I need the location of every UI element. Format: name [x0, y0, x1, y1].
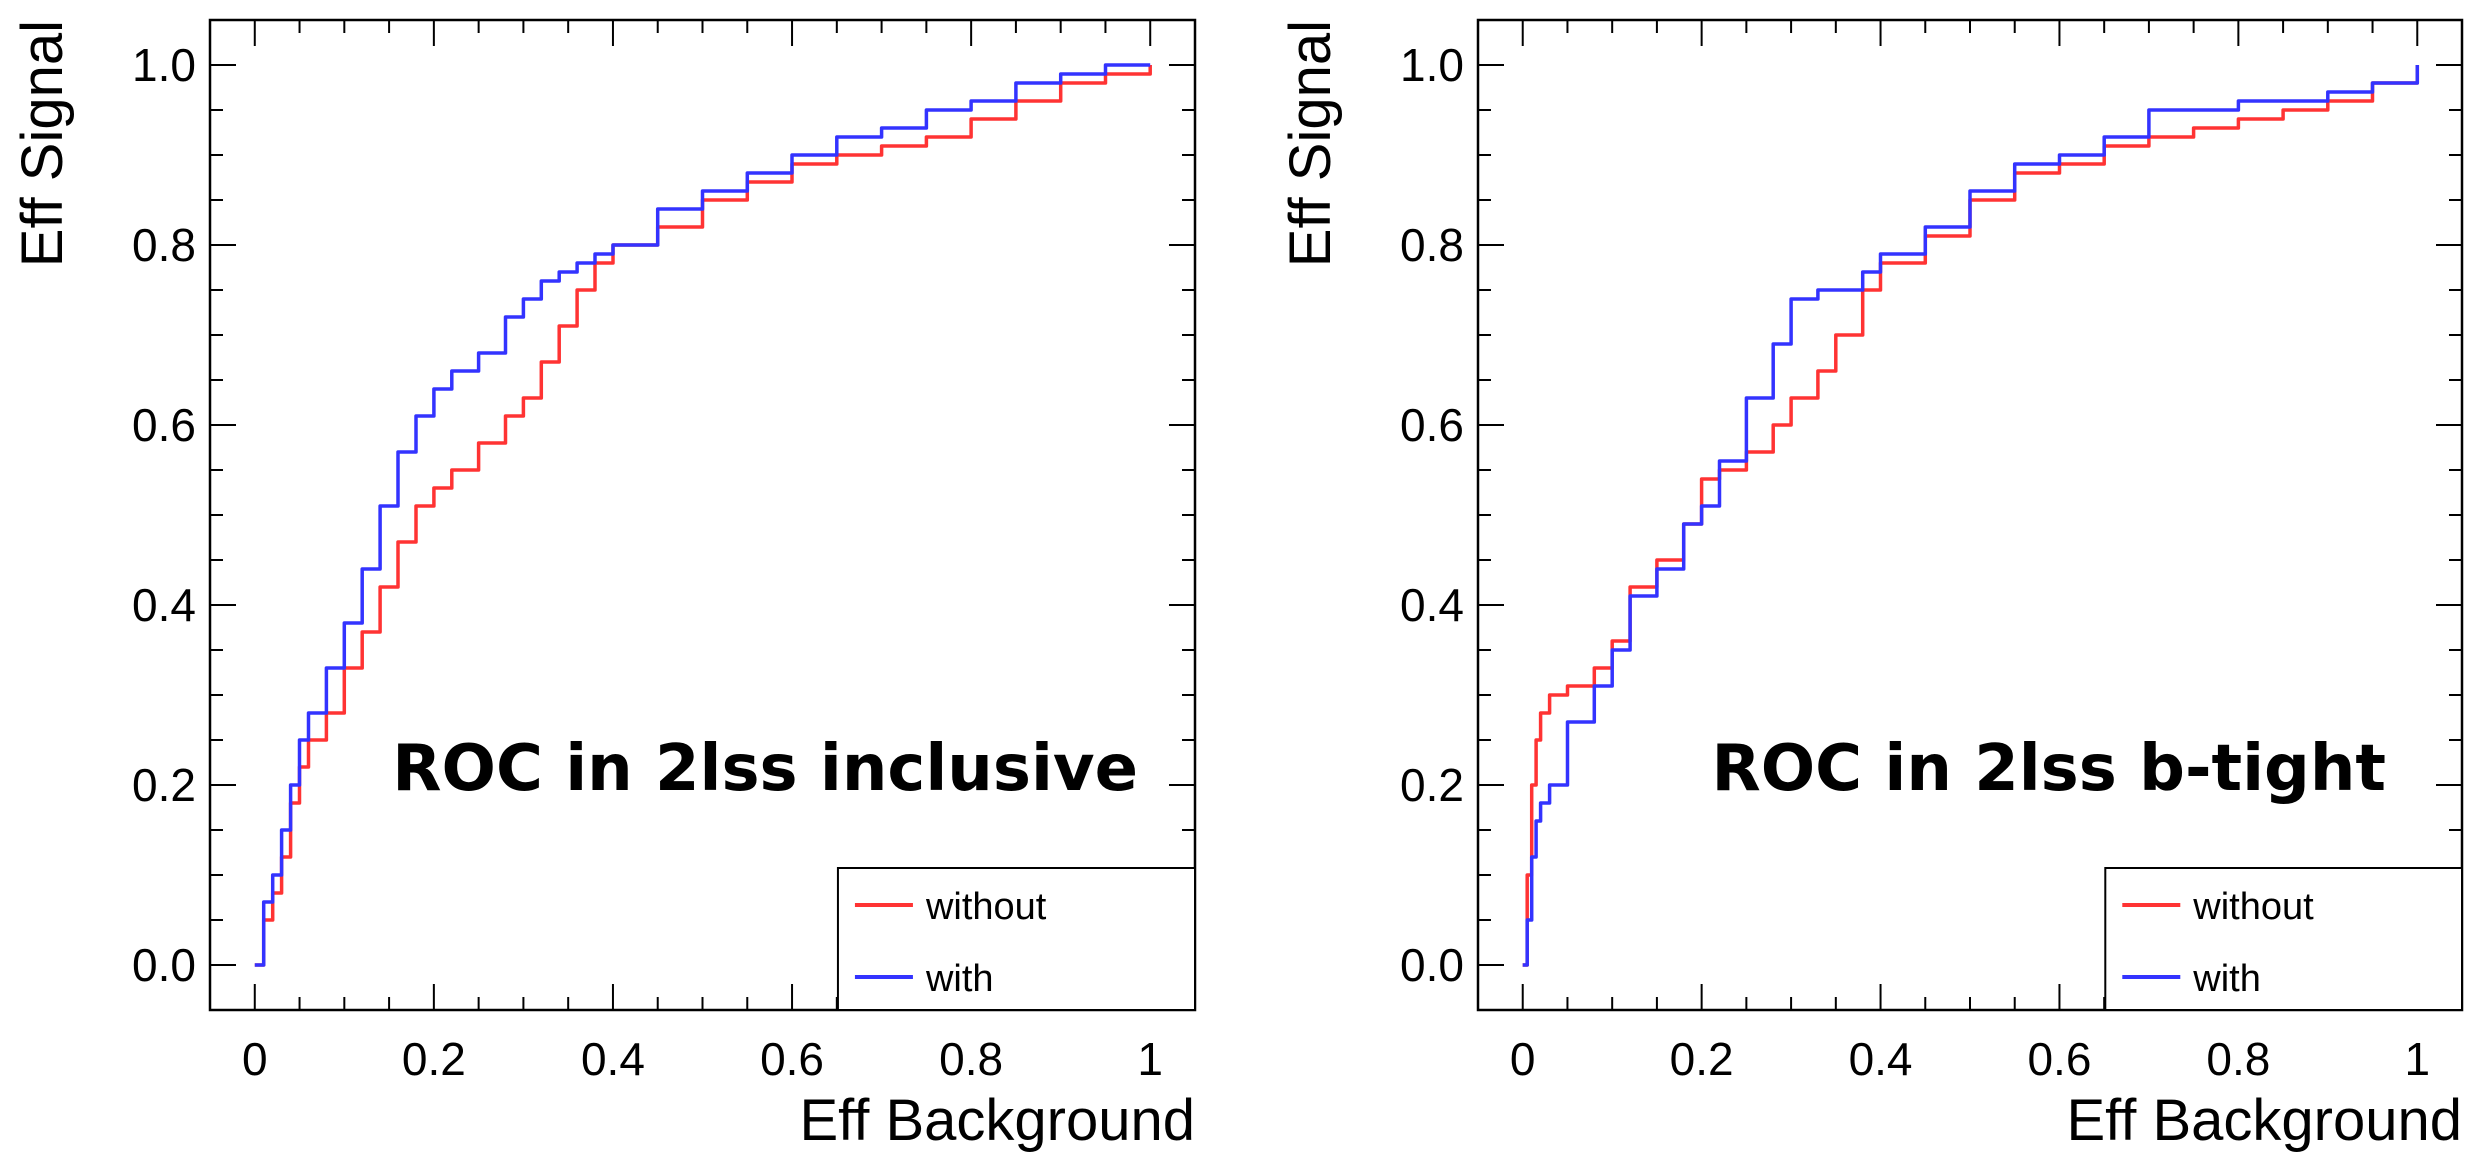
x-tick-label: 1	[1137, 1033, 1163, 1085]
x-tick-label: 0.6	[760, 1033, 824, 1085]
y-tick-label: 0.8	[1400, 219, 1464, 271]
y-tick-label: 1.0	[132, 39, 196, 91]
plot-frame	[1476, 18, 2464, 1012]
plot-frame	[208, 18, 1197, 1012]
x-tick-label: 0.2	[1670, 1033, 1734, 1085]
y-axis-label: Eff Signal	[1278, 20, 1343, 267]
roc-panel-b-tight: 0 0.2 0.4 0.6 0.8 1 0.0 0.2 0.4 0.6 0.8 1.0 Eff Back…	[1278, 18, 2464, 1153]
y-axis-label: Eff Signal	[10, 20, 75, 267]
chart-overlay-title: ROC in 2lss b-tight	[1711, 732, 2386, 806]
series-line-without	[1522, 65, 2420, 967]
x-tick-label: 0.2	[402, 1033, 466, 1085]
roc-panel-inclusive: 0 0.2 0.4 0.6 0.8 1 0.0 0.2 0.4 0.6 0.8 1.0 Eff Back…	[10, 18, 1197, 1153]
y-tick-label: 0.4	[132, 579, 196, 631]
series-line-with	[254, 63, 1151, 967]
legend: without with	[2104, 867, 2464, 1011]
series-line-without	[254, 65, 1152, 967]
x-tick-label: 0.8	[939, 1033, 1003, 1085]
y-tick-label: 0.6	[1400, 399, 1464, 451]
series-line-with	[1522, 65, 2420, 967]
y-tick-label: 0.0	[132, 939, 196, 991]
legend: without with	[836, 867, 1196, 1011]
x-tick-label: 0	[1510, 1033, 1536, 1085]
legend-label-without: without	[925, 886, 1047, 928]
x-tick-label: 0.4	[581, 1033, 645, 1085]
y-tick-label: 1.0	[1400, 39, 1464, 91]
y-tick-label: 0.6	[132, 399, 196, 451]
chart-overlay-title: ROC in 2lss inclusive	[392, 732, 1138, 806]
x-tick-label: 0.4	[1849, 1033, 1913, 1085]
x-tick-label: 0.6	[2027, 1033, 2091, 1085]
legend-box	[2104, 867, 2464, 1011]
y-tick-label: 0.4	[1400, 579, 1464, 631]
y-tick-label: 0.8	[132, 219, 196, 271]
x-tick-label: 0.8	[2206, 1033, 2270, 1085]
x-tick-label: 1	[2404, 1033, 2430, 1085]
x-axis-label: Eff Background	[2066, 1088, 2462, 1153]
legend-label-without: without	[2192, 886, 2314, 928]
legend-box	[836, 867, 1196, 1011]
legend-label-with: with	[925, 958, 994, 1000]
y-tick-label: 0.0	[1400, 939, 1464, 991]
y-tick-label: 0.2	[1400, 759, 1464, 811]
x-tick-label: 0	[242, 1033, 268, 1085]
legend-label-with: with	[2192, 958, 2261, 1000]
y-tick-label: 0.2	[132, 759, 196, 811]
x-axis-label: Eff Background	[799, 1088, 1195, 1153]
